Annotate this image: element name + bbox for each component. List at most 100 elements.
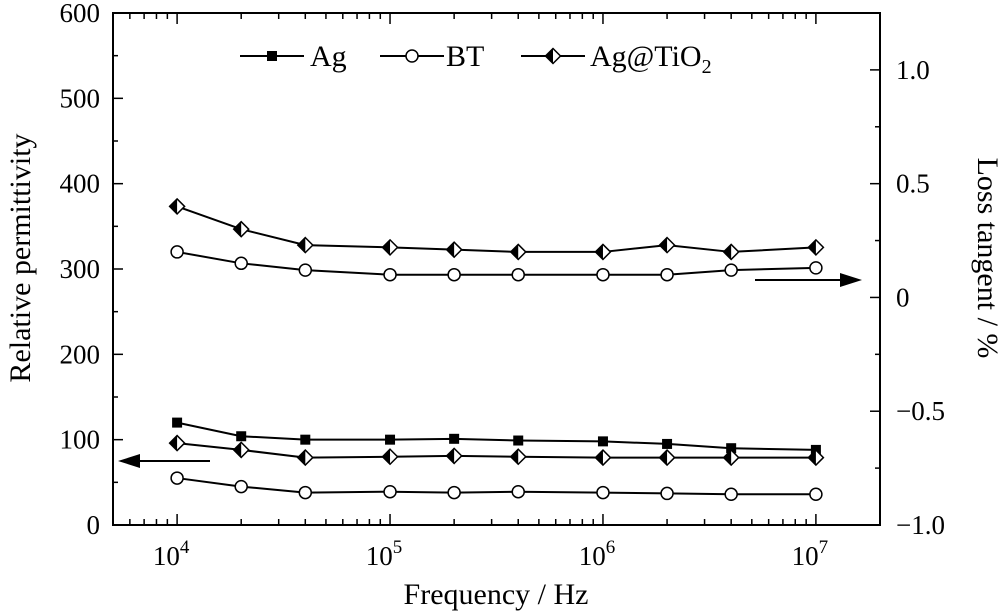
series-permittivity-0 (172, 417, 821, 455)
data-point (662, 438, 673, 449)
data-point (724, 263, 738, 277)
data-point (170, 245, 184, 259)
arrow-to-left-axis (118, 454, 210, 468)
legend-entry: Ag@TiO2 (521, 40, 712, 78)
legend-label: Ag@TiO2 (590, 40, 712, 78)
data-point (445, 241, 463, 259)
y-tick-label-left: 600 (60, 0, 101, 28)
plot-frame (112, 12, 881, 526)
data-point (509, 243, 527, 261)
data-point (807, 238, 825, 256)
diamond-fill (808, 450, 816, 466)
data-point (596, 267, 610, 282)
x-tick-label: 106 (579, 537, 616, 571)
diamond-fill (382, 239, 391, 255)
data-point (445, 447, 463, 465)
diamond-fill (233, 221, 242, 237)
data-point (726, 443, 737, 454)
data-point (234, 479, 248, 494)
series-line (176, 477, 816, 496)
data-point (594, 243, 612, 261)
legend-marker (544, 47, 562, 65)
y-tick-label-left: 100 (60, 425, 101, 455)
diamond-fill (510, 244, 519, 260)
y-tick-label-left: 200 (60, 339, 101, 369)
data-point (300, 434, 311, 445)
diamond-fill (545, 48, 553, 64)
tick-labels: 104 105 106 107 0 100 200 300 400 500 600 −1.0 −0.5 0… (60, 0, 945, 571)
series-line (176, 442, 816, 459)
diamond-fill (169, 435, 178, 451)
y-tick-label-right: −1.0 (896, 510, 945, 540)
y-axis-title-left: Relative permittivity (4, 133, 37, 382)
series-layer (168, 197, 825, 502)
data-point (596, 485, 610, 500)
series-permittivity-2 (168, 434, 825, 467)
data-point (383, 484, 397, 499)
diamond-fill (297, 237, 306, 253)
diamond-fill (808, 239, 816, 255)
diamond-fill (723, 244, 732, 260)
diamond-fill (446, 242, 455, 258)
data-point (597, 436, 608, 447)
legend-marker (267, 51, 277, 61)
y-tick-label-left: 0 (87, 510, 101, 540)
series-line (176, 250, 816, 276)
data-point (511, 267, 525, 282)
series-line (176, 421, 816, 451)
data-point (722, 243, 740, 261)
y-tick-label-right: −0.5 (896, 396, 945, 426)
data-point (722, 449, 740, 467)
diamond-fill (723, 450, 732, 466)
series-line (176, 205, 816, 253)
series-loss-3 (170, 245, 823, 282)
data-point (660, 486, 674, 501)
data-point (170, 471, 184, 485)
data-point (172, 417, 183, 428)
x-tick-label: 107 (792, 537, 829, 571)
data-point (658, 236, 676, 254)
x-axis-title: Frequency / Hz (404, 578, 589, 611)
y-tick-label-right: 0 (896, 282, 910, 312)
y-tick-label-left: 500 (60, 83, 101, 113)
legend-entry: BT (380, 40, 484, 73)
diamond-fill (297, 450, 306, 466)
data-point (447, 485, 461, 500)
y-tick-label-right: 1.0 (896, 55, 930, 85)
arrow-to-right-axis (755, 273, 862, 287)
data-point (381, 448, 399, 466)
x-tick-label: 104 (153, 537, 190, 571)
data-point (234, 256, 248, 271)
data-point (232, 220, 250, 238)
data-point (298, 263, 313, 277)
data-point (236, 431, 247, 442)
data-point (509, 448, 527, 466)
data-point (724, 487, 738, 502)
y-axis-title-right: Loss tangent / % (971, 158, 1000, 359)
data-point (168, 197, 186, 215)
legend-label: Ag (310, 40, 347, 73)
data-point (658, 449, 676, 467)
diamond-fill (595, 450, 603, 466)
y-tick-label-left: 300 (60, 254, 101, 284)
series-permittivity-1 (170, 471, 823, 502)
x-tick-label: 105 (366, 537, 403, 571)
data-point (809, 261, 823, 275)
data-point (449, 433, 460, 444)
data-point (383, 267, 397, 282)
y-tick-label-right: 0.5 (896, 169, 930, 199)
diamond-fill (595, 244, 603, 260)
legend: Ag BT Ag@TiO2 (240, 40, 712, 78)
diamond-fill (510, 449, 519, 465)
diamond-fill (382, 449, 391, 465)
data-point (168, 434, 186, 452)
data-point (385, 434, 396, 445)
data-point (296, 236, 314, 254)
data-point (381, 238, 399, 256)
y-tick-label-left: 400 (60, 169, 101, 199)
data-point (447, 267, 461, 282)
series-loss-4 (168, 197, 825, 261)
data-point (594, 449, 612, 467)
legend-label: BT (446, 40, 484, 73)
